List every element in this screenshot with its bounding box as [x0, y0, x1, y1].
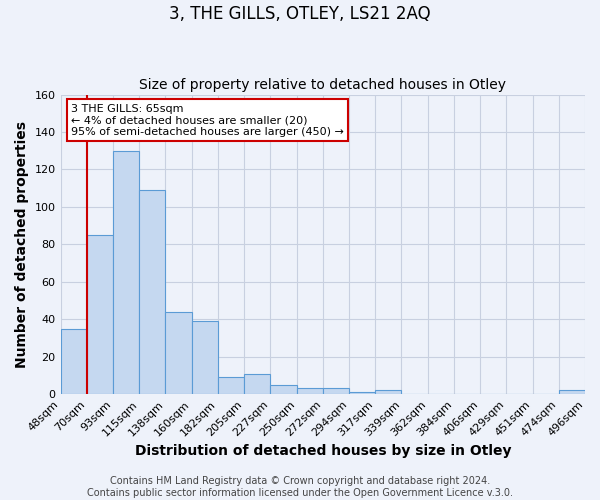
- Bar: [349, 392, 375, 394]
- Bar: [244, 374, 271, 394]
- Bar: [323, 388, 349, 394]
- Text: Contains HM Land Registry data © Crown copyright and database right 2024.
Contai: Contains HM Land Registry data © Crown c…: [87, 476, 513, 498]
- Bar: [271, 384, 296, 394]
- Bar: [61, 328, 87, 394]
- Bar: [296, 388, 323, 394]
- Y-axis label: Number of detached properties: Number of detached properties: [15, 121, 29, 368]
- X-axis label: Distribution of detached houses by size in Otley: Distribution of detached houses by size …: [134, 444, 511, 458]
- Bar: [139, 190, 166, 394]
- Title: Size of property relative to detached houses in Otley: Size of property relative to detached ho…: [139, 78, 506, 92]
- Text: 3, THE GILLS, OTLEY, LS21 2AQ: 3, THE GILLS, OTLEY, LS21 2AQ: [169, 5, 431, 23]
- Bar: [166, 312, 191, 394]
- Bar: [87, 235, 113, 394]
- Bar: [375, 390, 401, 394]
- Bar: [559, 390, 585, 394]
- Bar: [191, 321, 218, 394]
- Text: 3 THE GILLS: 65sqm
← 4% of detached houses are smaller (20)
95% of semi-detached: 3 THE GILLS: 65sqm ← 4% of detached hous…: [71, 104, 344, 136]
- Bar: [218, 378, 244, 394]
- Bar: [113, 150, 139, 394]
